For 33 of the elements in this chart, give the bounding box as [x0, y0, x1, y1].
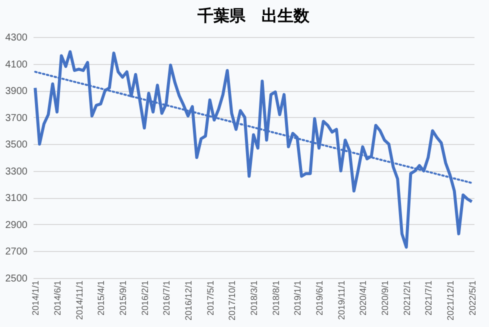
x-tick-label: 2020/4/1: [358, 280, 368, 316]
x-tick-label: 2018/3/1: [249, 280, 259, 316]
x-tick-label: 2018/8/1: [270, 280, 281, 316]
x-tick-label: 2020/9/1: [380, 280, 390, 316]
x-tick-label: 2019/6/1: [314, 280, 324, 316]
y-tick-label: 3100: [5, 193, 28, 204]
y-tick-label: 4300: [5, 32, 28, 44]
x-tick-label: 2014/11/1: [74, 280, 84, 320]
y-tick-label: 2500: [5, 274, 28, 284]
x-tick-label: 2015/4/1: [96, 280, 106, 316]
x-tick-label: 2016/12/1: [184, 280, 194, 321]
x-tick-label: 2021/12/1: [445, 280, 456, 321]
x-tick-label: 2021/7/1: [424, 280, 434, 316]
y-tick-label: 3300: [5, 166, 28, 178]
x-tick-label: 2019/11/1: [336, 280, 346, 320]
x-tick-label: 2019/1/1: [292, 280, 303, 316]
y-tick-label: 2700: [5, 246, 28, 258]
y-tick-label: 3900: [5, 86, 28, 98]
x-tick-label: 2016/2/1: [140, 280, 150, 316]
chart-title: 千葉県 出生数: [196, 7, 310, 25]
x-tick-label: 2015/9/1: [118, 280, 128, 316]
x-tick-label: 2014/6/1: [52, 280, 63, 316]
y-tick-label: 4100: [5, 59, 28, 70]
x-tick-label: 2017/10/1: [227, 280, 238, 321]
x-tick-label: 2021/2/1: [402, 280, 412, 316]
x-tick-label: 2017/5/1: [205, 280, 216, 316]
line-series: [34, 50, 474, 249]
y-tick-label: 3700: [5, 112, 28, 124]
x-tick-label: 2014/1/1: [30, 280, 41, 316]
x-tick-label: 2016/7/1: [162, 280, 172, 316]
y-tick-label: 2900: [5, 220, 28, 231]
x-tick-label: 2022/5/1: [467, 280, 478, 316]
y-tick-label: 3500: [5, 140, 28, 151]
